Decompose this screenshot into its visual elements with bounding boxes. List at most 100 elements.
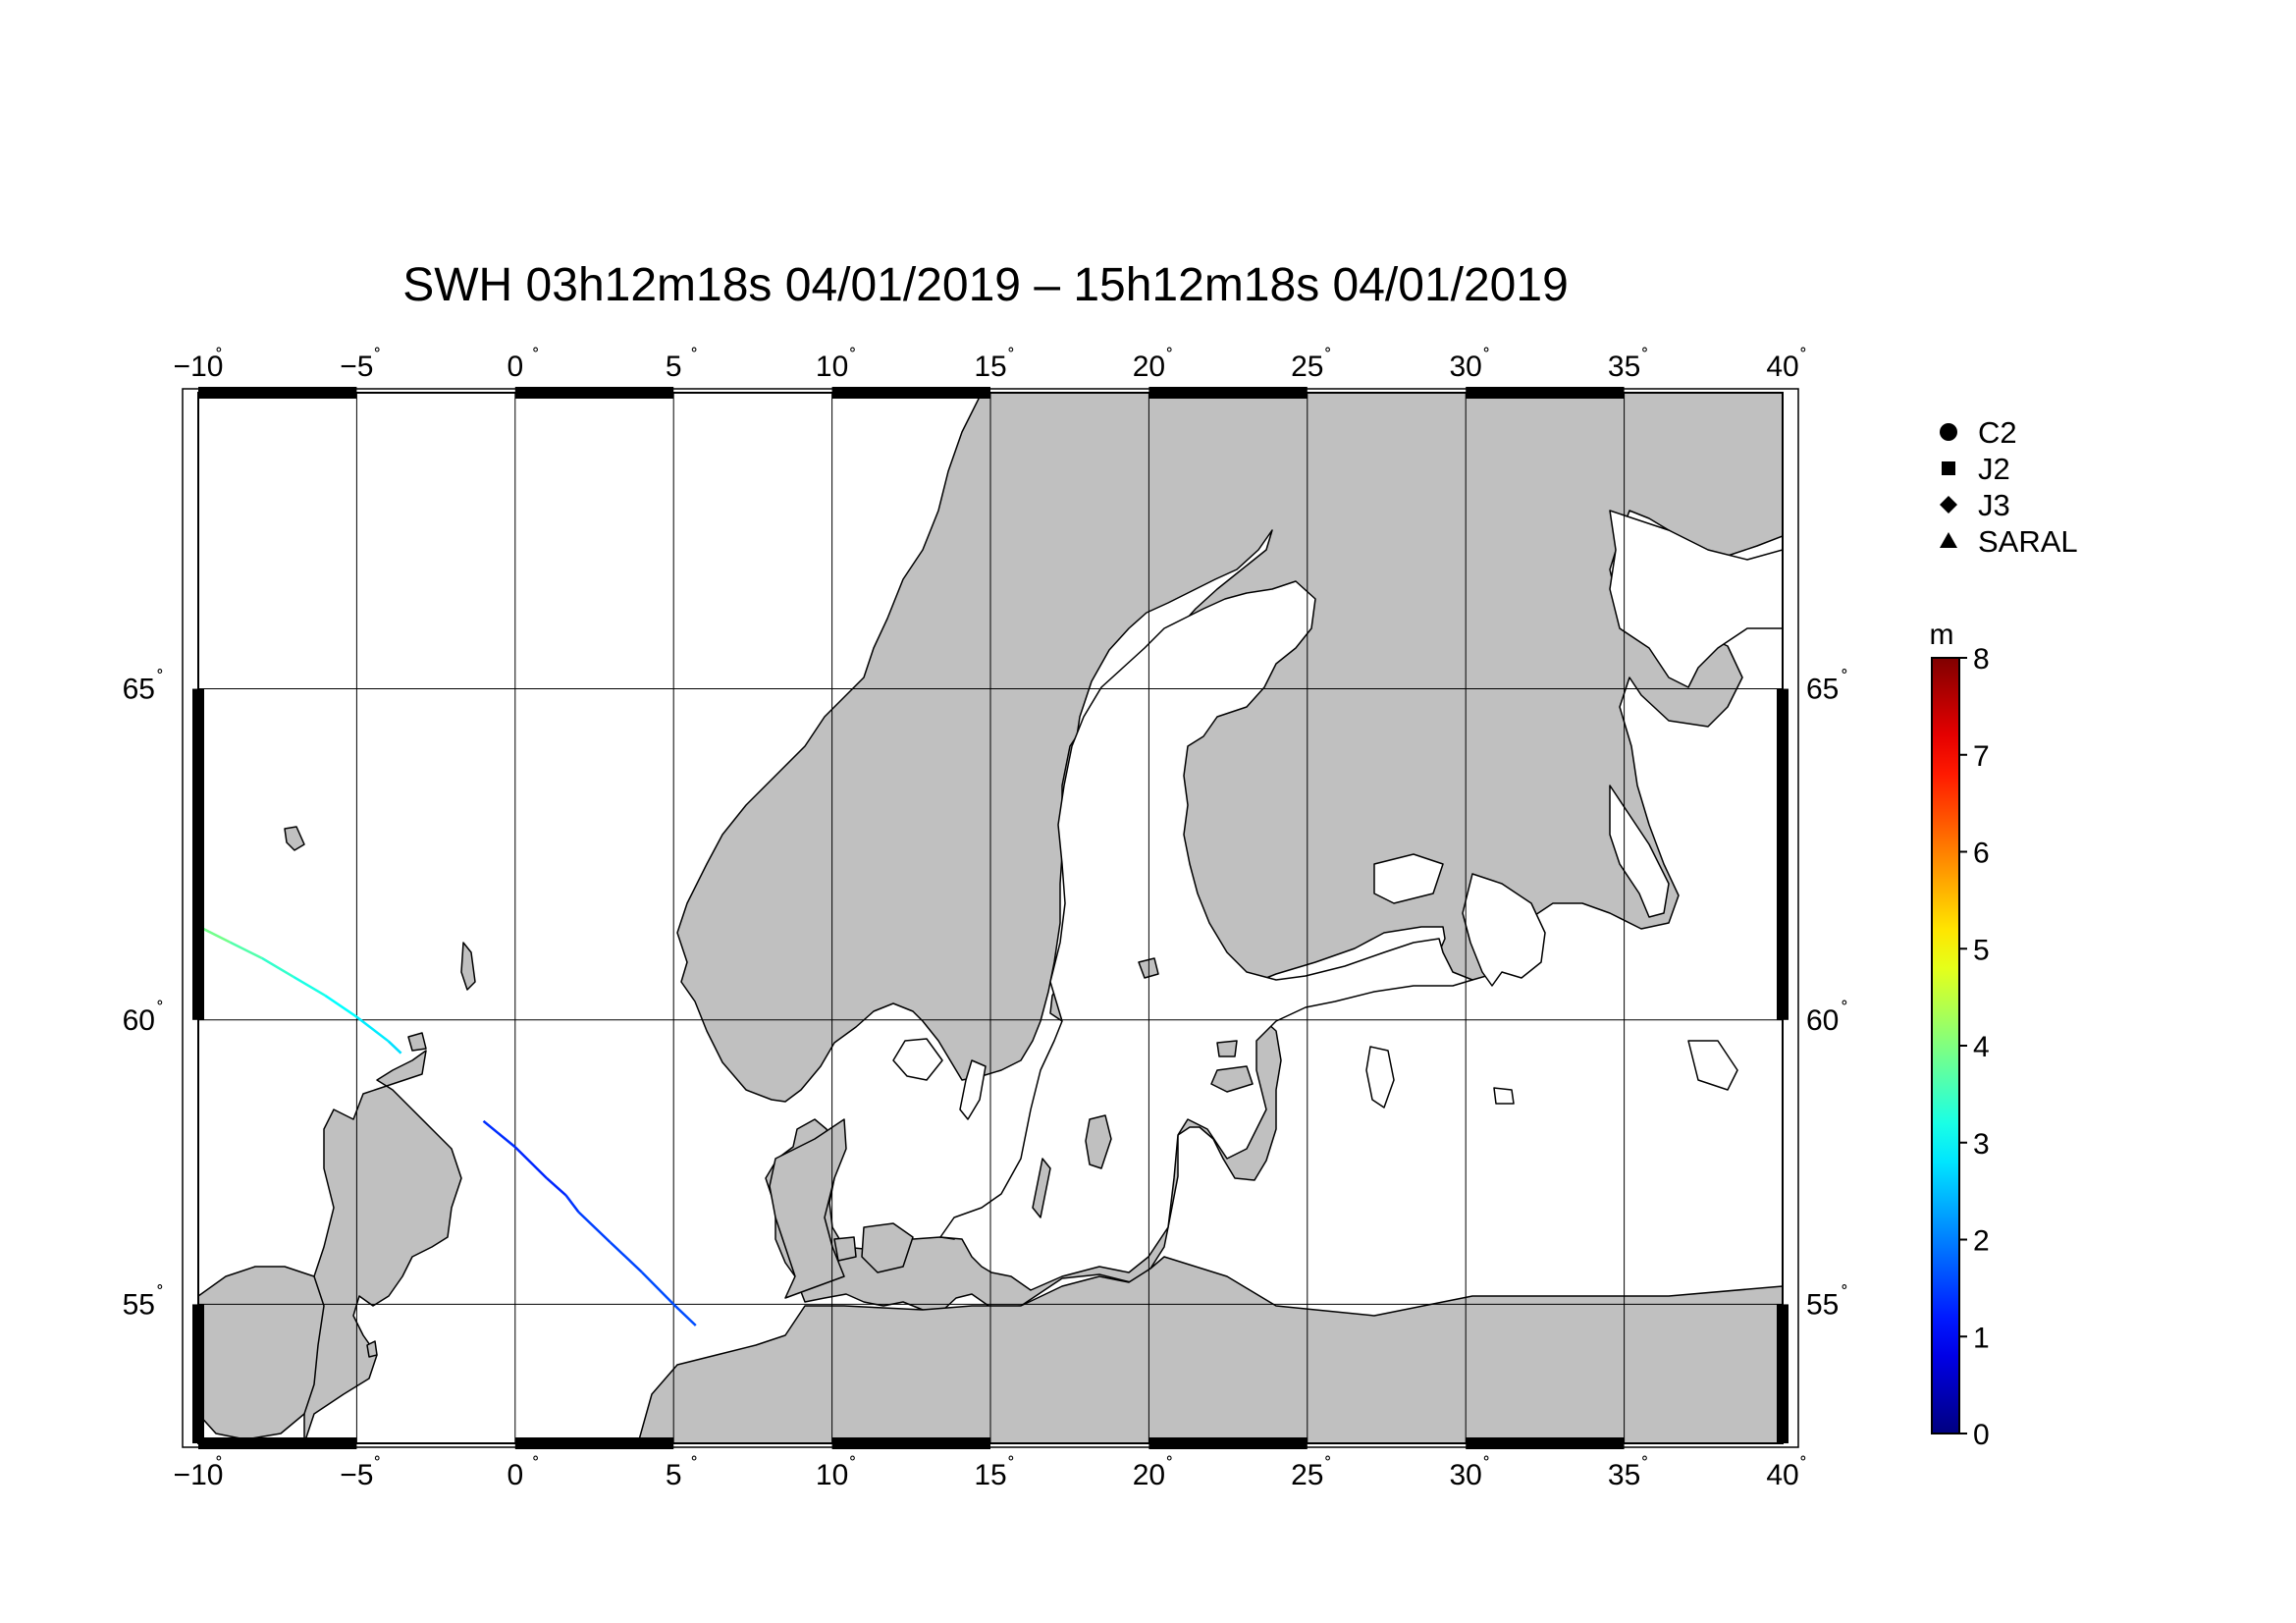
frame-band-right [1777,1304,1789,1443]
degree-mark: ˚ [1008,347,1015,368]
colorbar-tick-label: 5 [1973,934,1990,966]
degree-mark: ˚ [1642,347,1649,368]
lake-vanern [892,1038,943,1081]
degree-mark: ˚ [157,1000,164,1021]
lon-tick-label-top: −10 [174,351,224,383]
frame-band-right [1777,688,1789,1020]
frame-band-bottom [831,1437,990,1449]
satellite-track [198,925,697,1326]
lat-tick-label-right: 55 [1806,1288,1839,1321]
lake-rybinsk [1687,1040,1738,1091]
lake-vattern [959,1059,987,1120]
land-gotland [1085,1114,1112,1169]
track-segment [609,1241,643,1273]
colorbar-gradient [1931,657,1960,1434]
degree-mark: ˚ [1842,1283,1848,1305]
colorbar-tick-label: 8 [1973,643,1990,676]
degree-mark: ˚ [1842,1000,1848,1021]
lon-tick-label-bottom: 30 [1450,1459,1482,1491]
degree-mark: ˚ [374,347,381,368]
lake-finland [1373,853,1444,904]
colorbar-tick-label: 0 [1973,1419,1990,1451]
lon-tick-label-top: 35 [1608,351,1640,383]
frame-band-top [1148,387,1308,399]
lon-tick-label-bottom: 35 [1608,1459,1640,1491]
lon-tick-label-top: 20 [1133,351,1165,383]
degree-mark: ˚ [1800,1455,1807,1477]
lon-tick-label-bottom: 20 [1133,1459,1165,1491]
degree-mark: ˚ [216,1455,223,1477]
degree-mark: ˚ [691,347,698,368]
frame-band-top [198,387,357,399]
land-orkney [407,1032,427,1052]
degree-mark: ˚ [157,1283,164,1305]
lon-tick-label-bottom: 10 [816,1459,848,1491]
legend-label: C2 [1978,415,2017,450]
track-segment [672,1303,697,1326]
degree-mark: ˚ [216,347,223,368]
lon-tick-label-top: 0 [507,351,523,383]
degree-mark: ˚ [1325,347,1332,368]
lon-tick-label-top: −5 [340,351,373,383]
track-segment [482,1119,516,1149]
figure-title: SWH 03h12m18s 04/01/2019 – 15h12m18s 04/… [402,259,1569,311]
degree-mark: ˚ [533,1455,540,1477]
land-faroes [284,826,305,851]
colorbar-tick-label: 2 [1973,1225,1990,1258]
degree-mark: ˚ [1166,347,1173,368]
lake-ilmen [1493,1087,1515,1105]
frame-band-top [1466,387,1625,399]
lon-tick-label-bottom: −5 [340,1459,373,1491]
legend-symbol-triangle [1940,532,1957,548]
legend-label: J2 [1978,452,2010,486]
track-segment [641,1271,675,1306]
track-segment [324,994,358,1018]
degree-mark: ˚ [1008,1455,1015,1477]
legend-symbol-diamond [1940,496,1957,514]
frame-band-bottom [198,1437,357,1449]
colorbar-tick-label: 1 [1973,1322,1990,1354]
legend-symbol-circle [1940,423,1957,441]
lake-peipus [1365,1046,1395,1109]
degree-mark: ˚ [157,669,164,690]
lon-tick-label-bottom: 40 [1766,1459,1798,1491]
lon-tick-label-top: 30 [1450,351,1482,383]
track-segment [546,1177,567,1197]
track-segment [260,956,294,978]
graticule [198,393,1783,1443]
legend-label: SARAL [1978,524,2078,559]
lon-tick-label-top: 40 [1766,351,1798,383]
frame-band-left [192,688,204,1020]
land-central-europe [637,1256,1783,1443]
land-hiiumaa [1216,1040,1238,1057]
degree-mark: ˚ [850,347,857,368]
frame-bands [192,387,1789,1449]
lake-ladoga [1462,873,1546,987]
colorbar-tick-label: 6 [1973,838,1990,870]
land-saaremaa [1210,1065,1254,1093]
track-segment [564,1194,580,1214]
lat-tick-label-right: 65 [1806,674,1839,706]
land-masses [198,393,1783,1443]
degree-mark: ˚ [374,1455,381,1477]
lon-tick-label-top: 5 [666,351,682,383]
degree-mark: ˚ [1800,347,1807,368]
degree-mark: ˚ [1842,669,1848,690]
land-zealand [861,1222,914,1273]
frame-band-left [192,1304,204,1443]
lon-tick-label-bottom: 0 [507,1459,523,1491]
land-ireland [198,1266,325,1440]
colorbar: m 0 1 2 3 4 5 6 7 8 [1930,619,1990,1451]
lon-tick-label-bottom: 5 [666,1459,682,1491]
track-segment [229,941,263,959]
land-oland [1032,1158,1051,1218]
lat-tick-label-left: 65 [123,674,155,706]
map-frame: −10˚−10˚−5 ˚−5 ˚0 ˚0 ˚5 ˚5 ˚10 ˚10 ˚15 ˚15 ˚20 ˚20 ˚… [123,347,1848,1491]
axis-labels: −10˚−10˚−5 ˚−5 ˚0 ˚0 ˚5 ˚5 ˚10 ˚10 ˚15 ˚15 ˚20 ˚20 ˚… [123,347,1848,1491]
frame-band-bottom [1148,1437,1308,1449]
track-segment [387,1040,402,1055]
track-segment [577,1211,612,1244]
degree-mark: ˚ [1483,1455,1490,1477]
